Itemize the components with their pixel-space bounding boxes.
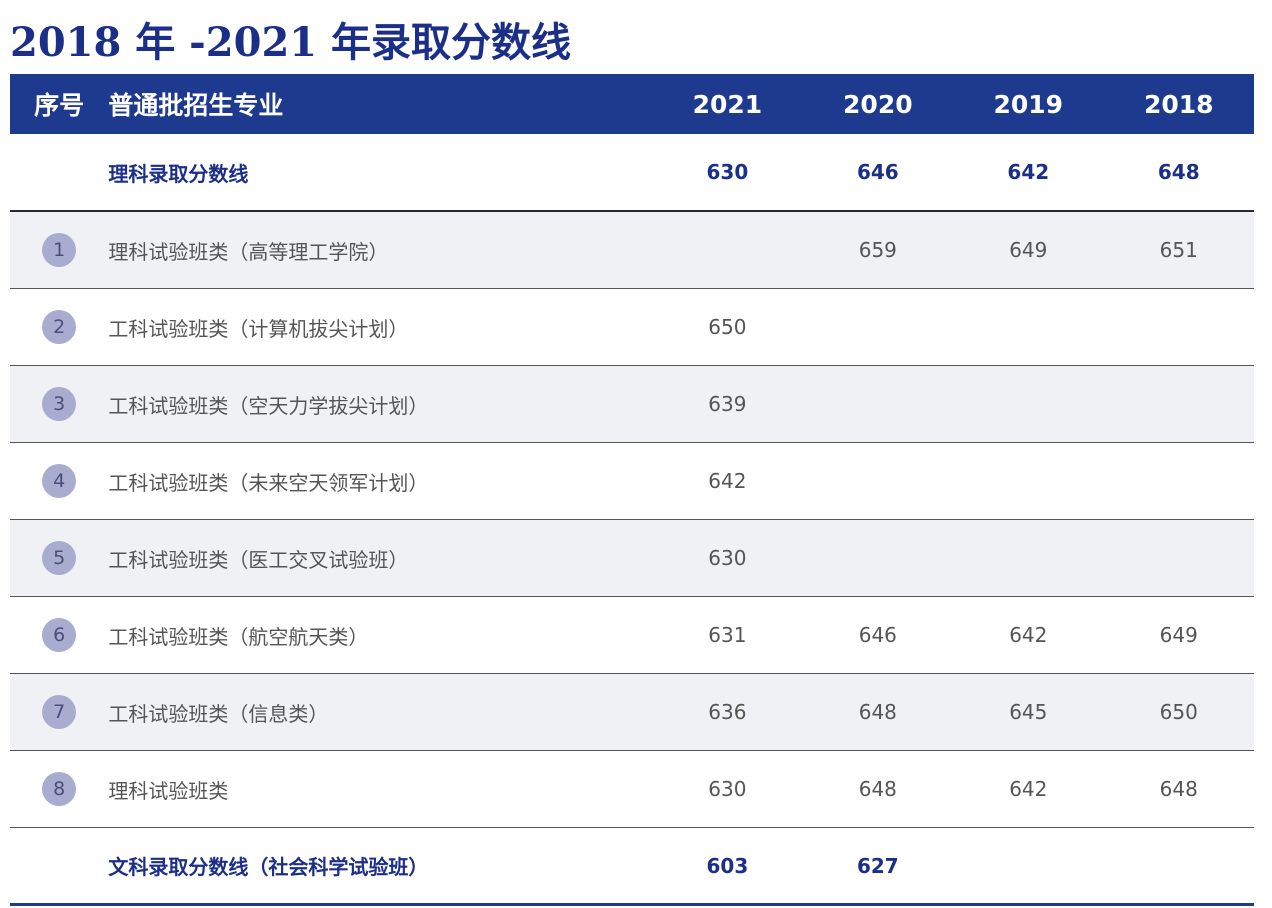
index-badge: 4 <box>42 464 77 498</box>
arts-line-row: 文科录取分数线（社会科学试验班） 603 627 <box>10 828 1254 906</box>
header-year: 2019 <box>993 89 1064 119</box>
header-index: 序号 <box>34 91 85 120</box>
table-row: 3 工科试验班类（空天力学拔尖计划） 639 <box>10 366 1254 443</box>
score-cell: 636 <box>708 700 747 724</box>
score-cell: 642 <box>1009 777 1048 801</box>
score-cell: 642 <box>1007 160 1050 184</box>
major-name: 工科试验班类（医工交叉试验班） <box>108 547 409 572</box>
score-cell: 648 <box>858 700 897 724</box>
header-major: 普通批招生专业 <box>108 91 284 120</box>
table-row: 7 工科试验班类（信息类） 636 648 645 650 <box>10 674 1254 751</box>
index-badge: 1 <box>42 233 77 267</box>
index-badge: 6 <box>42 618 77 652</box>
score-cell: 630 <box>706 160 749 184</box>
table-row: 5 工科试验班类（医工交叉试验班） 630 <box>10 520 1254 597</box>
score-cell: 646 <box>858 623 897 647</box>
score-cell: 642 <box>708 469 747 493</box>
major-name: 理科试验班类（高等理工学院） <box>108 239 389 264</box>
table-row: 8 理科试验班类 630 648 642 648 <box>10 751 1254 828</box>
index-badge: 8 <box>42 772 77 806</box>
row-label: 理科录取分数线 <box>108 161 249 186</box>
score-cell: 659 <box>858 238 897 262</box>
row-label: 文科录取分数线（社会科学试验班） <box>108 855 429 879</box>
score-cell: 648 <box>858 777 897 801</box>
index-badge: 2 <box>42 310 77 344</box>
page-title: 2018 年 -2021 年录取分数线 <box>10 19 572 66</box>
score-cell: 630 <box>708 777 747 801</box>
score-cell: 648 <box>1157 160 1200 184</box>
score-cell: 649 <box>1159 623 1198 647</box>
table-row: 2 工科试验班类（计算机拔尖计划） 650 <box>10 289 1254 366</box>
admission-score-table: 序号 普通批招生专业 2021 2020 2019 2018 理科录取分数线 6… <box>10 74 1254 906</box>
major-name: 理科试验班类 <box>108 778 229 803</box>
score-cell: 645 <box>1009 700 1048 724</box>
header-year: 2018 <box>1143 89 1214 119</box>
table-row: 4 工科试验班类（未来空天领军计划） 642 <box>10 443 1254 520</box>
header-year: 2021 <box>692 89 763 119</box>
score-cell: 639 <box>708 392 747 416</box>
score-cell: 650 <box>1159 700 1198 724</box>
table-row: 1 理科试验班类（高等理工学院） 659 649 651 <box>10 212 1254 289</box>
score-cell: 650 <box>708 315 747 339</box>
index-badge: 3 <box>42 387 77 421</box>
major-name: 工科试验班类（计算机拔尖计划） <box>108 316 409 341</box>
table-row: 6 工科试验班类（航空航天类） 631 646 642 649 <box>10 597 1254 674</box>
major-name: 工科试验班类（信息类） <box>108 701 329 726</box>
major-name: 工科试验班类（空天力学拔尖计划） <box>108 393 429 418</box>
score-cell: 646 <box>856 160 899 184</box>
score-cell: 627 <box>856 853 899 878</box>
score-cell: 631 <box>708 623 747 647</box>
score-cell: 642 <box>1009 623 1048 647</box>
score-cell: 651 <box>1159 238 1198 262</box>
index-badge: 7 <box>42 695 77 729</box>
table-header: 序号 普通批招生专业 2021 2020 2019 2018 <box>10 74 1254 134</box>
score-cell: 630 <box>708 546 747 570</box>
major-name: 工科试验班类（航空航天类） <box>108 624 369 649</box>
index-badge: 5 <box>42 541 77 575</box>
score-cell: 649 <box>1009 238 1048 262</box>
science-line-row: 理科录取分数线 630 646 642 648 <box>10 134 1254 212</box>
score-cell: 603 <box>706 853 749 878</box>
major-name: 工科试验班类（未来空天领军计划） <box>108 470 429 495</box>
header-year: 2020 <box>843 89 913 119</box>
score-cell: 648 <box>1159 777 1198 801</box>
